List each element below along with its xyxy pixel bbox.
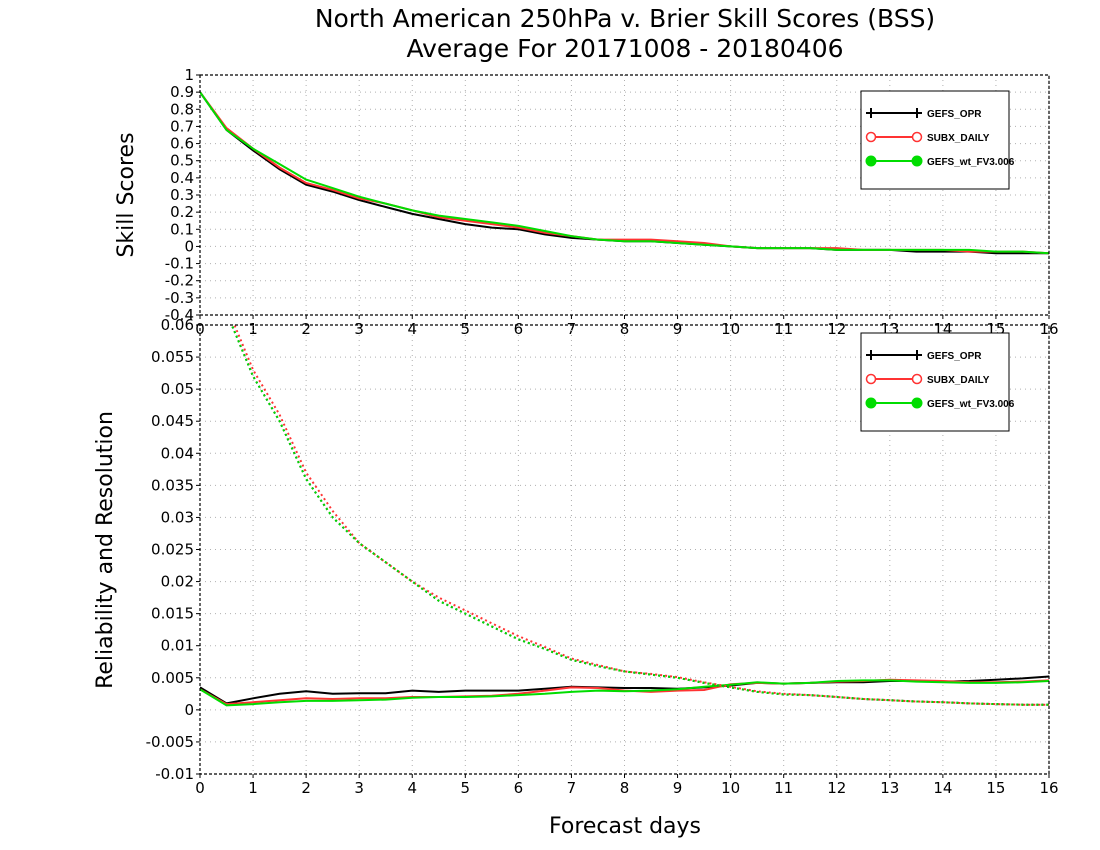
x-tick-label: 2 [301,320,311,338]
y-tick-label: -0.4 [165,306,194,324]
y-tick-label: 0 [184,237,194,255]
x-tick-label: 4 [407,779,417,797]
y-tick-label: -0.2 [165,272,194,290]
y-tick-label: -0.1 [165,255,194,273]
legend-marker-circle-filled [911,397,923,409]
y-tick-label: 0.5 [170,152,194,170]
y-tick-label: -0.005 [146,733,194,751]
y-ticks: 10.90.80.70.60.50.40.30.20.10-0.1-0.2-0.… [165,66,200,324]
y-tick-label: 0.4 [170,169,194,187]
y-tick-label: -0.01 [155,765,194,783]
legend-marker-circle-open [911,131,923,143]
x-tick-label: 10 [721,779,740,797]
legend-label: SUBX_DAILY [927,133,990,144]
legend-label: SUBX_DAILY [927,375,990,386]
x-tick-label: 12 [827,779,846,797]
x-tick-label: 14 [933,779,952,797]
legend-label: GEFS_wt_FV3.006 [927,399,1015,410]
x-tick-label: 3 [354,779,364,797]
x-tick-label: 3 [354,320,364,338]
skill-scores-panel: 10.90.80.70.60.50.40.30.20.10-0.1-0.2-0.… [114,66,1059,338]
y-tick-label: 0.3 [170,186,194,204]
y-tick-label: 0.04 [161,444,194,462]
y-tick-label: 1 [184,66,194,84]
x-tick-label: 6 [514,320,524,338]
y-tick-label: 0.7 [170,117,194,135]
x-tick-label: 11 [774,320,793,338]
legend-box [860,90,1010,190]
legend-marker-circle-filled [911,155,923,167]
y-tick-label: 0.015 [151,605,194,623]
y-tick-label: 0.9 [170,83,194,101]
y-ticks: 0.06 0.055 0.05 0.045 0.04 0.035 0.03 0.025 0.02… [146,316,200,783]
y-tick-label: 0.035 [151,476,194,494]
legend-label: GEFS_OPR [927,351,982,362]
x-tick-label: 1 [248,320,258,338]
legend-marker-circle-open [865,131,877,143]
legend: GEFS_OPR SUBX_DAILY GEFS_wt_FV3.006 [860,332,1015,432]
y-tick-label: 0.005 [151,669,194,687]
x-tick-label: 9 [673,320,683,338]
y-tick-label: 0.055 [151,348,194,366]
grid [199,74,1050,316]
y-tick-label: 0.01 [161,637,194,655]
legend: GEFS_OPR SUBX_DAILY GEFS_wt_FV3.006 [860,90,1015,190]
chart-title-line2: Average For 20171008 - 20180406 [406,34,843,63]
y-tick-label: 0.2 [170,203,194,221]
x-tick-label: 4 [407,320,417,338]
legend-marker-circle-filled [865,397,877,409]
x-tick-label: 8 [620,320,630,338]
x-tick-label: 8 [620,779,630,797]
x-tick-label: 7 [567,320,577,338]
x-tick-label: 9 [673,779,683,797]
dotted-5-series-line [230,325,1049,706]
x-tick-label: 15 [986,779,1005,797]
gefs-wt-fv3-006-series-line [200,679,1049,707]
y-tick-label: 0.03 [161,508,194,526]
x-ticks: 0 1 2 3 4 5 6 7 8 9 10 11 12 13 14 15 16 [195,774,1059,797]
y-axis-label: Skill Scores [114,132,139,257]
x-tick-label: 13 [880,779,899,797]
y-tick-label: 0.6 [170,135,194,153]
y-tick-label: 0.025 [151,541,194,559]
legend-marker-circle-open [911,373,923,385]
y-tick-label: 0.05 [161,380,194,398]
y-tick-label: 0.1 [170,220,194,238]
legend-label: GEFS_OPR [927,109,982,120]
x-tick-label: 11 [774,779,793,797]
x-tick-label: 1 [248,779,258,797]
series-lines [200,325,1049,707]
x-tick-label: 16 [1039,779,1058,797]
x-tick-label: 6 [514,779,524,797]
legend-box [860,332,1010,432]
y-tick-label: 0.02 [161,573,194,591]
x-tick-label: 0 [195,779,205,797]
y-tick-label: 0.06 [161,316,194,334]
y-tick-label: 0 [184,701,194,719]
gefs-wt-fv3-006-series-line [200,91,1049,255]
x-tick-label: 5 [461,779,471,797]
chart-title-line1: North American 250hPa v. Brier Skill Sco… [315,4,935,33]
reliability-resolution-panel: 0.060.0550.050.0450.040.0350.030.0250.02… [93,316,1059,797]
x-tick-label: 7 [567,779,577,797]
y-tick-label: -0.3 [165,289,194,307]
legend-marker-circle-filled [865,155,877,167]
legend-marker-circle-open [865,373,877,385]
x-tick-label: 5 [461,320,471,338]
legend-label: GEFS_wt_FV3.006 [927,157,1015,168]
y-axis-label: Reliability and Resolution [93,411,118,689]
y-tick-label: 0.8 [170,100,194,118]
x-tick-label: 2 [301,779,311,797]
series-lines [200,91,1049,255]
y-tick-label: 0.045 [151,412,194,430]
x-axis-label: Forecast days [549,814,701,839]
